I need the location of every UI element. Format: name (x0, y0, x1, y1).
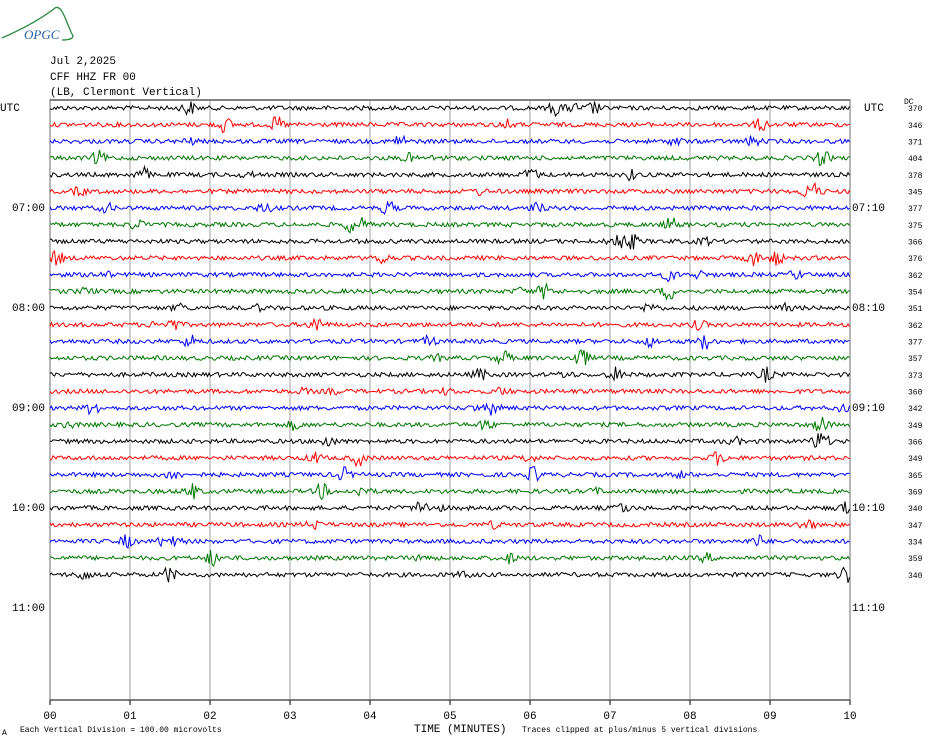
x-tick-label: 05 (443, 711, 456, 723)
trace (49, 149, 850, 167)
right-time-label: 11:10 (852, 603, 885, 615)
dc-value: 342 (908, 405, 923, 414)
right-time-label: 09:10 (852, 403, 885, 415)
trace (49, 281, 850, 301)
x-tick-label: 00 (43, 711, 56, 723)
trace (49, 385, 850, 397)
left-time-label: 10:00 (12, 503, 45, 515)
trace (49, 534, 850, 550)
trace (49, 217, 850, 234)
trace (49, 200, 850, 216)
trace (49, 518, 850, 531)
station: CFF HHZ FR 00 (50, 72, 136, 84)
right-time-label: 10:10 (852, 503, 885, 515)
trace (49, 349, 850, 366)
footer-scale: Each Vertical Division = 100.00 microvol… (20, 726, 222, 735)
dc-value: 357 (908, 355, 923, 364)
dc-header: DC (904, 98, 914, 107)
x-tick-label: 01 (123, 711, 137, 723)
trace (49, 134, 850, 148)
x-tick-label: 10 (843, 711, 856, 723)
location: (LB, Clermont Vertical) (50, 87, 202, 99)
left-time-label: 09:00 (12, 403, 45, 415)
dc-value: 340 (908, 572, 923, 581)
dc-value: 334 (908, 538, 923, 547)
dc-value: 340 (908, 505, 923, 514)
dc-value: 375 (908, 222, 923, 231)
trace (49, 466, 850, 483)
dc-value: 404 (908, 155, 923, 164)
dc-value: 345 (908, 188, 923, 197)
dc-value: 377 (908, 338, 923, 347)
x-tick-label: 07 (603, 711, 616, 723)
right-time-label: UTC (864, 103, 884, 115)
dc-value: 359 (908, 555, 923, 564)
trace (49, 101, 850, 118)
trace (49, 164, 850, 182)
dc-value: 365 (908, 472, 923, 481)
trace (50, 451, 850, 468)
dc-value: 360 (908, 388, 923, 397)
dc-value: 366 (908, 438, 923, 447)
dc-value: 347 (908, 522, 923, 531)
trace (49, 333, 850, 350)
right-time-label: 07:10 (852, 203, 885, 215)
dc-value: 354 (908, 288, 923, 297)
dc-value: 362 (908, 272, 923, 281)
x-tick-label: 02 (203, 711, 216, 723)
trace (49, 416, 850, 432)
trace (49, 181, 850, 198)
trace (49, 433, 850, 448)
logo-arc (1, 6, 74, 41)
x-tick-label: 06 (523, 711, 536, 723)
x-tick-label: 09 (763, 711, 776, 723)
dc-value: 377 (908, 205, 923, 214)
dc-value: 369 (908, 488, 923, 497)
trace (49, 501, 850, 514)
date: Jul 2,2025 (50, 56, 116, 68)
x-tick-label: 08 (683, 711, 696, 723)
footer-clip: Traces clipped at plus/minus 5 vertical … (522, 726, 757, 735)
left-time-label: 11:00 (12, 603, 45, 615)
left-time-label: UTC (0, 103, 20, 115)
trace (49, 234, 850, 250)
dc-value: 371 (908, 138, 923, 147)
dc-value: 370 (908, 105, 923, 114)
dc-value: 362 (908, 322, 923, 331)
dc-value: 366 (908, 238, 923, 247)
dc-value: 351 (908, 305, 923, 314)
dc-value: 378 (908, 172, 923, 181)
x-tick-label: 04 (363, 711, 377, 723)
trace (49, 269, 850, 283)
dc-value: 349 (908, 455, 923, 464)
right-time-label: 08:10 (852, 303, 885, 315)
logo: OPGC (24, 27, 60, 42)
dc-value: 373 (908, 372, 923, 381)
dc-value: 349 (908, 422, 923, 431)
trace (49, 301, 850, 314)
trace (49, 366, 850, 383)
trace (49, 115, 850, 134)
trace (49, 249, 850, 267)
trace (49, 402, 850, 416)
trace (49, 566, 850, 583)
dc-value: 346 (908, 122, 923, 131)
x-tick-label: 03 (283, 711, 296, 723)
left-time-label: 07:00 (12, 203, 45, 215)
trace (49, 317, 850, 331)
trace (49, 482, 850, 501)
left-time-label: 08:00 (12, 303, 45, 315)
trace (49, 549, 850, 567)
x-axis-title: TIME (MINUTES) (414, 724, 506, 736)
dc-value: 376 (908, 255, 923, 264)
footer-mark: A (2, 729, 7, 738)
